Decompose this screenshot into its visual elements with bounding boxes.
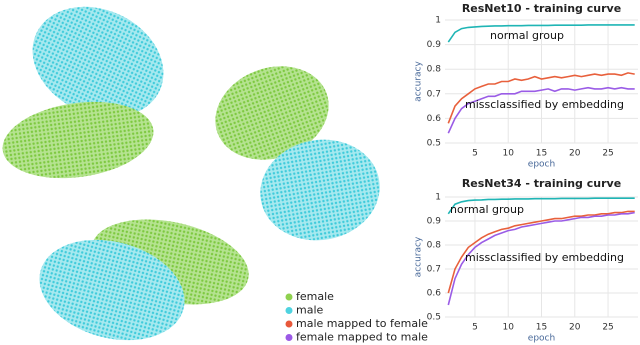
y-tick-label: 0.5 xyxy=(427,313,441,323)
annotation: missclassified by embedding xyxy=(465,251,624,264)
y-tick-label: 0.8 xyxy=(427,65,442,75)
x-tick-label: 10 xyxy=(502,323,514,333)
y-tick-label: 1 xyxy=(435,16,441,26)
line-series xyxy=(447,211,635,306)
y-tick-label: 0.7 xyxy=(427,89,441,99)
chart-title: ResNet10 - training curve xyxy=(462,2,621,15)
legend-label: female xyxy=(296,290,334,303)
x-tick-label: 15 xyxy=(536,323,547,333)
y-axis-label: accuracy xyxy=(414,236,424,277)
charts: ResNet10 - training curve 0.5 0.6 0.7 0.8 0.9… xyxy=(414,2,638,344)
cluster xyxy=(2,101,154,179)
legend-swatch xyxy=(285,307,293,314)
cluster xyxy=(215,66,329,160)
y-tick-label: 0.9 xyxy=(427,217,442,227)
line-series xyxy=(447,210,635,294)
cluster xyxy=(260,139,380,241)
legend-swatch xyxy=(285,320,293,328)
x-tick-label: 20 xyxy=(569,323,581,333)
legend-swatch xyxy=(285,293,293,301)
annotation: normal group xyxy=(450,203,524,216)
y-tick-label: 0.9 xyxy=(427,40,442,50)
annotation: missclassified by embedding xyxy=(465,98,624,111)
x-axis-label: epoch xyxy=(528,160,555,170)
x-tick-label: 20 xyxy=(569,149,581,159)
y-tick-label: 0.7 xyxy=(427,265,441,275)
embedding-clusters xyxy=(2,6,380,341)
chart-title: ResNet34 - training curve xyxy=(462,177,621,190)
y-tick-label: 1 xyxy=(435,193,441,203)
y-tick-label: 0.6 xyxy=(427,289,442,299)
legend-label: female mapped to male xyxy=(296,331,428,344)
x-tick-label: 5 xyxy=(472,149,478,159)
legend-swatch xyxy=(285,334,293,341)
cluster xyxy=(32,6,164,118)
legend-label: male mapped to female xyxy=(296,317,428,330)
cluster xyxy=(39,239,185,341)
y-axis-label: accuracy xyxy=(414,61,424,102)
line-series xyxy=(447,24,635,43)
y-tick-label: 0.6 xyxy=(427,114,442,124)
x-tick-label: 5 xyxy=(472,323,478,333)
x-tick-label: 10 xyxy=(502,149,514,159)
y-tick-label: 0.8 xyxy=(427,241,442,251)
x-tick-label: 25 xyxy=(602,149,613,159)
x-tick-label: 25 xyxy=(602,323,613,333)
line-series xyxy=(447,197,635,215)
y-tick-label: 0.5 xyxy=(427,139,441,149)
line-series xyxy=(447,72,635,124)
x-axis-label: epoch xyxy=(528,334,555,344)
annotation: normal group xyxy=(490,29,564,42)
x-tick-label: 15 xyxy=(536,149,547,159)
legend-label: male xyxy=(296,304,324,317)
line-series xyxy=(447,86,635,134)
